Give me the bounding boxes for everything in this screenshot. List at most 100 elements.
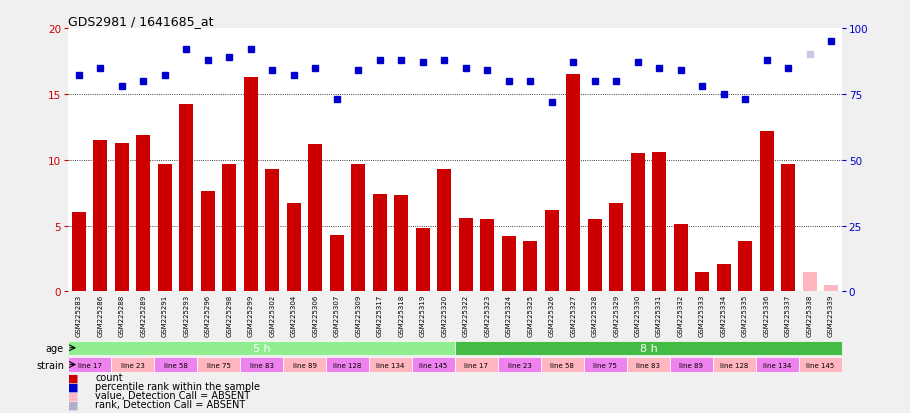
Bar — [781, 164, 795, 292]
Text: GSM225302: GSM225302 — [269, 294, 276, 336]
Text: GSM225337: GSM225337 — [785, 294, 791, 337]
Text: GSM225283: GSM225283 — [76, 294, 82, 336]
Bar — [824, 285, 838, 292]
Text: ■: ■ — [68, 399, 79, 409]
Bar — [136, 135, 150, 292]
Bar — [695, 272, 709, 292]
Bar — [498, 358, 541, 372]
Bar — [799, 358, 842, 372]
Bar — [68, 358, 111, 372]
Text: GSM225336: GSM225336 — [763, 294, 770, 337]
Text: GSM225327: GSM225327 — [571, 294, 576, 336]
Bar — [631, 154, 644, 292]
Text: line 134: line 134 — [763, 362, 792, 368]
Text: GSM225330: GSM225330 — [634, 294, 641, 337]
Text: GDS2981 / 1641685_at: GDS2981 / 1641685_at — [68, 15, 214, 28]
Text: GSM225306: GSM225306 — [312, 294, 318, 337]
Text: line 17: line 17 — [464, 362, 489, 368]
Bar — [523, 242, 537, 292]
Text: GSM225318: GSM225318 — [399, 294, 404, 337]
Text: line 23: line 23 — [508, 362, 531, 368]
Bar — [416, 229, 430, 292]
Text: GSM225293: GSM225293 — [184, 294, 189, 336]
Text: GSM225291: GSM225291 — [162, 294, 168, 336]
Text: line 17: line 17 — [77, 362, 102, 368]
Text: GSM225286: GSM225286 — [97, 294, 104, 336]
Text: line 145: line 145 — [420, 362, 448, 368]
Text: GSM225332: GSM225332 — [678, 294, 683, 336]
Bar — [588, 219, 602, 292]
Bar — [68, 341, 455, 356]
Bar — [94, 141, 107, 292]
Bar — [455, 358, 498, 372]
Text: GSM225328: GSM225328 — [592, 294, 598, 336]
Bar — [652, 152, 666, 292]
Bar — [72, 213, 86, 292]
Bar — [201, 192, 215, 292]
Text: ■: ■ — [68, 373, 79, 382]
Text: line 128: line 128 — [333, 362, 362, 368]
Bar — [373, 195, 387, 292]
Text: line 58: line 58 — [551, 362, 574, 368]
Bar — [154, 358, 197, 372]
Bar — [566, 75, 581, 292]
Text: GSM225309: GSM225309 — [355, 294, 361, 337]
Text: GSM225322: GSM225322 — [463, 294, 469, 336]
Bar — [329, 235, 344, 292]
Bar — [283, 358, 326, 372]
Bar — [480, 219, 494, 292]
Text: GSM225333: GSM225333 — [699, 294, 705, 337]
Bar — [713, 358, 756, 372]
Bar — [266, 170, 279, 292]
Text: line 58: line 58 — [164, 362, 187, 368]
Text: GSM225296: GSM225296 — [205, 294, 211, 336]
Text: line 145: line 145 — [806, 362, 834, 368]
Bar — [244, 78, 258, 292]
Bar — [760, 131, 774, 292]
Text: ■: ■ — [68, 390, 79, 401]
Text: 5 h: 5 h — [253, 343, 270, 353]
Text: age: age — [46, 343, 64, 353]
Text: count: count — [96, 373, 123, 382]
Text: GSM225338: GSM225338 — [806, 294, 813, 337]
Bar — [197, 358, 240, 372]
Text: strain: strain — [36, 360, 64, 370]
Text: GSM225299: GSM225299 — [248, 294, 254, 336]
Text: GSM225335: GSM225335 — [742, 294, 748, 336]
Bar — [673, 225, 688, 292]
Bar — [545, 210, 559, 292]
Text: ■: ■ — [68, 382, 79, 392]
Bar — [459, 218, 472, 292]
Text: percentile rank within the sample: percentile rank within the sample — [96, 382, 260, 392]
Text: GSM225288: GSM225288 — [119, 294, 125, 336]
Bar — [501, 237, 516, 292]
Text: GSM225339: GSM225339 — [828, 294, 834, 337]
Bar — [438, 170, 451, 292]
Bar — [326, 358, 369, 372]
Bar — [111, 358, 154, 372]
Text: GSM225329: GSM225329 — [613, 294, 619, 336]
Text: line 89: line 89 — [680, 362, 703, 368]
Text: GSM225324: GSM225324 — [506, 294, 511, 336]
Bar — [287, 204, 301, 292]
Text: GSM225320: GSM225320 — [441, 294, 447, 336]
Bar — [455, 341, 842, 356]
Bar — [541, 358, 584, 372]
Text: GSM225323: GSM225323 — [484, 294, 490, 336]
Bar — [609, 204, 623, 292]
Bar — [240, 358, 283, 372]
Text: line 75: line 75 — [593, 362, 617, 368]
Text: GSM225334: GSM225334 — [721, 294, 726, 336]
Bar — [158, 164, 172, 292]
Text: GSM225325: GSM225325 — [527, 294, 533, 336]
Bar — [584, 358, 627, 372]
Text: line 89: line 89 — [293, 362, 317, 368]
Text: GSM225304: GSM225304 — [291, 294, 297, 336]
Text: line 128: line 128 — [720, 362, 749, 368]
Text: 8 h: 8 h — [640, 343, 657, 353]
Bar — [179, 105, 194, 292]
Bar — [115, 143, 129, 292]
Bar — [803, 272, 816, 292]
Text: GSM225326: GSM225326 — [549, 294, 555, 336]
Text: line 134: line 134 — [377, 362, 405, 368]
